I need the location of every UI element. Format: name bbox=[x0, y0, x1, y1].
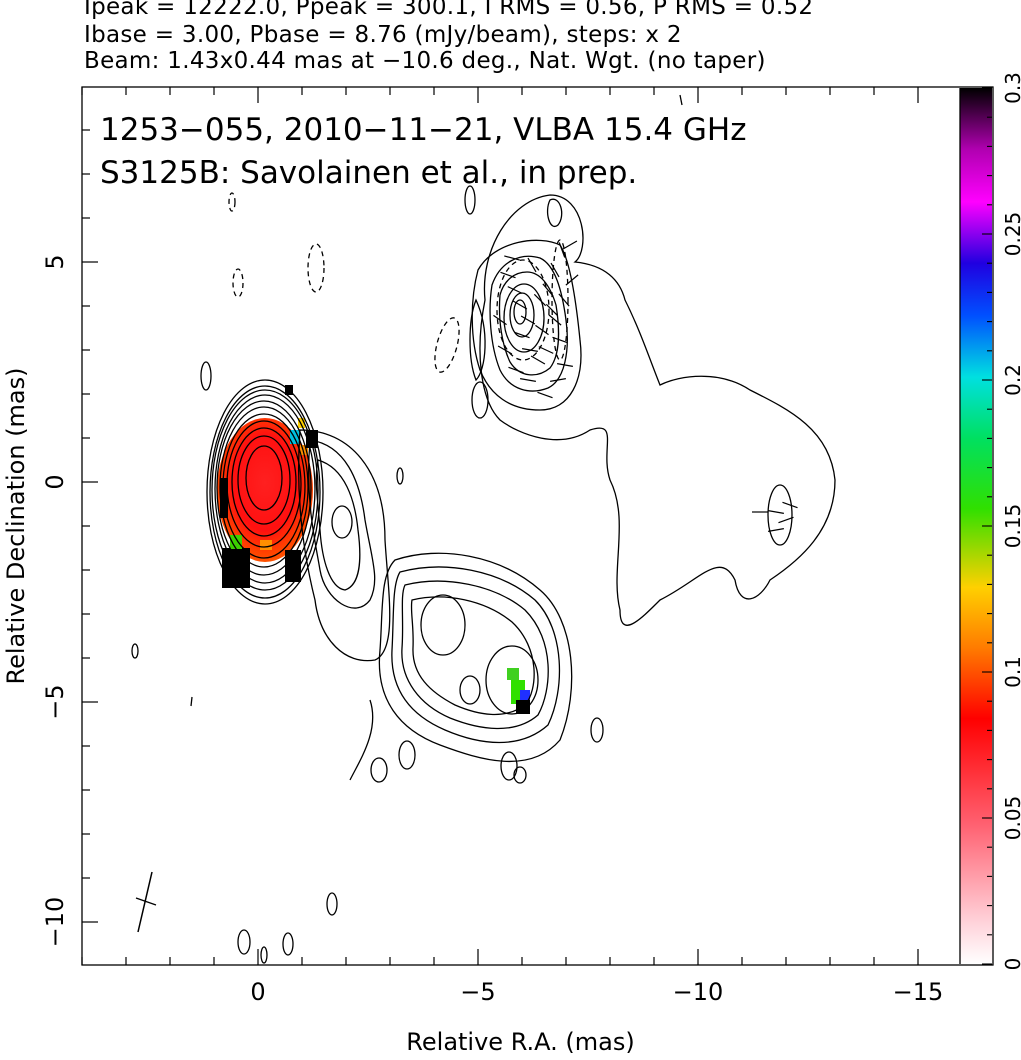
evpa-tick bbox=[768, 528, 784, 532]
lower-jet-contours bbox=[349, 552, 604, 784]
core-contours bbox=[206, 379, 324, 605]
colorbar-tick-label: 0.3 bbox=[1001, 72, 1021, 104]
colorbar-tick-label: 0.15 bbox=[1001, 504, 1021, 549]
evpa-tick bbox=[778, 516, 794, 524]
north-jet-contours bbox=[464, 94, 836, 626]
evpa-tick bbox=[522, 348, 538, 352]
colorbar-tick-label: 0.25 bbox=[1001, 212, 1021, 257]
colorbar-tick-label: 0.2 bbox=[1001, 364, 1021, 396]
evpa-tick bbox=[507, 286, 523, 294]
evpa-tick bbox=[527, 257, 537, 273]
evpa-tick bbox=[782, 501, 798, 509]
y-tick-label: −10 bbox=[41, 897, 69, 948]
evpa-ticks bbox=[493, 240, 798, 532]
y-tick-label: −5 bbox=[41, 684, 69, 719]
x-tick-label: −15 bbox=[893, 978, 944, 1006]
evpa-tick bbox=[768, 510, 784, 514]
header-peak-line: Ipeak = 12222.0, Ppeak = 300.1, I RMS = … bbox=[84, 0, 814, 20]
y-tick-label: 0 bbox=[41, 474, 69, 489]
polarization-jet-patch bbox=[507, 668, 530, 714]
evpa-tick bbox=[533, 293, 547, 307]
header-beam-line: Beam: 1.43x0.44 mas at −10.6 deg., Nat. … bbox=[84, 48, 766, 74]
evpa-tick bbox=[552, 336, 568, 344]
beam-marker bbox=[135, 871, 157, 933]
evpa-tick bbox=[557, 363, 573, 367]
evpa-tick bbox=[504, 255, 520, 261]
evpa-tick bbox=[497, 345, 513, 355]
x-tick-label: −5 bbox=[460, 978, 495, 1006]
x-axis-label: Relative R.A. (mas) bbox=[406, 1028, 635, 1056]
header-base-line: Ibase = 3.00, Pbase = 8.76 (mJy/beam), s… bbox=[84, 22, 682, 48]
evpa-tick bbox=[512, 300, 528, 310]
x-tick-label: 0 bbox=[250, 978, 265, 1006]
colorbar-tick-label: 0 bbox=[1001, 958, 1021, 971]
evpa-tick bbox=[550, 262, 560, 278]
evpa-tick bbox=[565, 274, 579, 286]
evpa-tick bbox=[558, 242, 566, 258]
evpa-tick bbox=[562, 240, 578, 250]
evpa-tick bbox=[530, 355, 546, 365]
evpa-tick bbox=[520, 315, 536, 325]
x-tick-label: −10 bbox=[673, 978, 724, 1006]
plot-title-line1: 1253−055, 2010−11−21, VLBA 15.4 GHz bbox=[100, 112, 746, 148]
evpa-tick bbox=[542, 283, 554, 297]
evpa-tick bbox=[558, 293, 570, 307]
evpa-tick bbox=[493, 314, 507, 326]
colorbar-tick-label: 0.05 bbox=[1001, 796, 1021, 841]
evpa-tick bbox=[537, 391, 553, 399]
evpa-tick bbox=[550, 378, 566, 382]
y-tick-label: 5 bbox=[41, 254, 69, 269]
evpa-tick bbox=[548, 314, 562, 326]
evpa-tick bbox=[508, 366, 524, 374]
evpa-tick bbox=[535, 324, 549, 336]
evpa-tick bbox=[514, 331, 530, 339]
colorbar-tick-label: 0.1 bbox=[1001, 656, 1021, 688]
evpa-tick bbox=[500, 271, 516, 279]
evpa-tick bbox=[538, 346, 554, 354]
evpa-tick bbox=[520, 378, 536, 382]
plot-title-line2: S3125B: Savolainen et al., in prep. bbox=[100, 155, 637, 191]
isolated-contours bbox=[131, 361, 404, 964]
inner-jet-contours bbox=[298, 429, 391, 662]
evpa-tick bbox=[545, 303, 559, 317]
negative-contours bbox=[228, 192, 569, 373]
y-axis-label: Relative Declination (mas) bbox=[2, 367, 30, 685]
